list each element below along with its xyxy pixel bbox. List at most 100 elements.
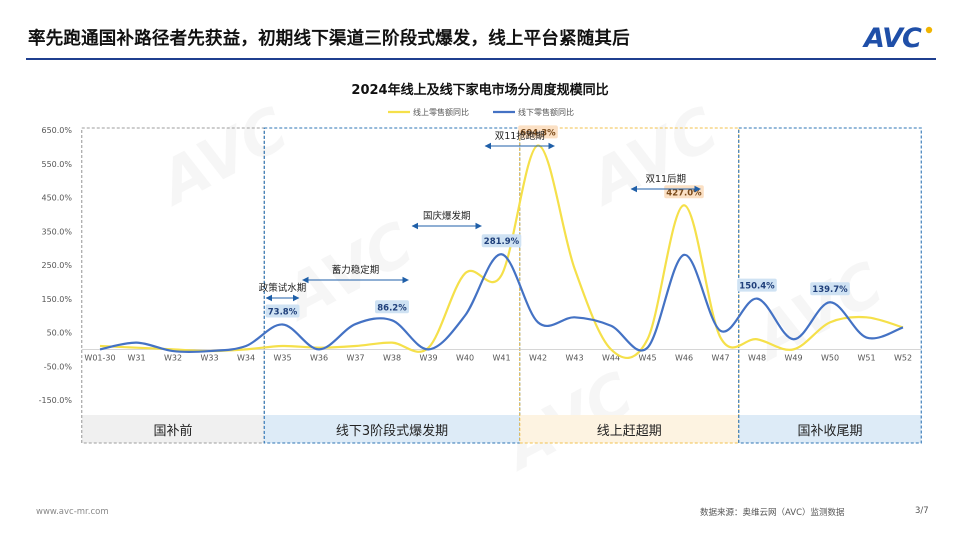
watermark-2: AVC: [576, 94, 730, 220]
period-band-1: [264, 415, 520, 443]
x-tick-label-16: W46: [675, 353, 693, 362]
series-0-point-4: [245, 348, 247, 350]
x-tick-label-5: W35: [273, 353, 291, 362]
series-0-point-10: [464, 272, 466, 274]
data-label-5: 150.4%: [739, 282, 775, 292]
x-tick-label-13: W43: [565, 353, 583, 362]
y-tick-label-1: 550.0%: [41, 160, 72, 169]
series-1-point-16: [683, 254, 685, 256]
x-tick-label-21: W51: [857, 353, 875, 362]
avc-logo: AVC: [862, 23, 933, 54]
x-tick-label-11: W41: [492, 353, 510, 362]
y-tick-label-0: 650.0%: [41, 126, 72, 135]
series-1-point-18: [756, 298, 758, 300]
y-tick-label-7: -50.0%: [44, 362, 73, 371]
series-1-point-17: [720, 330, 722, 332]
series-0-point-14: [610, 348, 612, 350]
x-tick-label-22: W52: [894, 353, 912, 362]
footer-url: www.avc-mr.com: [36, 507, 109, 517]
x-tick-label-15: W45: [638, 353, 656, 362]
watermark-0: AVC: [146, 94, 300, 220]
series-1-point-20: [829, 301, 831, 303]
series-1-point-15: [647, 347, 649, 349]
y-tick-label-2: 450.0%: [41, 194, 72, 203]
legend-label-1: 线下零售额同比: [518, 107, 574, 117]
series-1-point-0: [99, 348, 101, 350]
series-0-point-5: [282, 345, 284, 347]
series-0-point-20: [829, 321, 831, 323]
y-tick-label-5: 150.0%: [41, 295, 72, 304]
x-tick-label-7: W37: [346, 353, 364, 362]
period-box-0: [81, 127, 265, 444]
series-0-point-16: [683, 204, 685, 206]
footer-page-number: 3/7: [915, 506, 929, 516]
period-label-1: 线下3阶段式爆发期: [336, 423, 448, 439]
series-line-1: [99, 253, 904, 354]
series-1-point-2: [172, 350, 174, 352]
series-1-point-9: [428, 348, 430, 350]
x-tick-label-2: W32: [164, 353, 182, 362]
series-0-point-15: [647, 338, 649, 340]
x-tick-label-4: W34: [237, 353, 255, 362]
footer-source: 数据来源：奥维云网（AVC）监测数据: [700, 508, 845, 518]
series-0-point-21: [866, 316, 868, 318]
x-tick-label-8: W38: [383, 353, 401, 362]
y-tick-label-6: 50.0%: [47, 329, 73, 338]
avc-logo-text: AVC: [862, 23, 922, 54]
period-band-2: [519, 415, 739, 443]
x-tick-label-18: W48: [748, 353, 766, 362]
series-0-point-8: [391, 342, 393, 344]
period-label-3: 国补收尾期: [797, 424, 862, 439]
annotation-label-3: 双11抢跑期: [495, 130, 545, 142]
series-0-point-7: [355, 345, 357, 347]
page-headline: 率先跑通国补路径者先获益，初期线下渠道三阶段式爆发，线上平台紧随其后: [28, 29, 630, 49]
y-tick-label-4: 250.0%: [41, 261, 72, 270]
data-label-bg-2: [481, 234, 522, 248]
line-chart: AVCAVCAVCAVCAVC国补前线下3阶段式爆发期线上赶超期国补收尾期202…: [39, 82, 922, 444]
data-label-4: 427.0%: [666, 188, 702, 198]
x-tick-label-9: W39: [419, 353, 437, 362]
chart-title: 2024年线上及线下家电市场分周度规模同比: [351, 82, 608, 98]
data-label-bg-0: [265, 304, 300, 318]
x-tick-label-12: W42: [529, 353, 547, 362]
series-1-point-11: [501, 253, 503, 255]
annotation-label-4: 双11后期: [645, 174, 686, 185]
data-label-bg-1: [375, 300, 409, 314]
series-1-point-19: [793, 338, 795, 340]
series-0-point-0: [99, 345, 101, 347]
series-1-point-4: [245, 345, 247, 347]
data-label-0: 73.8%: [268, 307, 298, 317]
period-band-0: [81, 415, 265, 443]
data-label-bg-5: [737, 278, 777, 292]
period-band-3: [738, 415, 922, 443]
data-label-bg-3: [518, 125, 558, 139]
series-1-point-10: [464, 315, 466, 317]
series-0-point-19: [793, 348, 795, 350]
series-0-point-17: [720, 337, 722, 339]
x-tick-label-6: W36: [310, 353, 328, 362]
data-label-1: 86.2%: [377, 303, 407, 313]
series-1-point-21: [866, 337, 868, 339]
series-0-point-11: [501, 274, 503, 276]
series-1-point-8: [391, 319, 393, 321]
data-label-bg-6: [810, 282, 850, 296]
x-tick-label-10: W40: [456, 353, 474, 362]
x-tick-label-17: W47: [711, 353, 729, 362]
y-tick-label-8: -150.0%: [39, 396, 73, 405]
data-label-2: 281.9%: [484, 237, 520, 247]
x-tick-label-0: W01-30: [84, 353, 115, 362]
data-label-6: 139.7%: [812, 285, 848, 295]
data-label-3: 604.3%: [520, 128, 556, 138]
series-1-point-5: [282, 323, 284, 325]
series-1-point-1: [136, 342, 138, 344]
x-tick-label-3: W33: [200, 353, 218, 362]
x-tick-label-19: W49: [784, 353, 802, 362]
series-line-0: [99, 144, 904, 359]
series-1-point-13: [574, 316, 576, 318]
series-1-point-14: [610, 325, 612, 327]
period-label-2: 线上赶超期: [597, 424, 662, 439]
legend-label-0: 线上零售额同比: [413, 107, 469, 117]
x-tick-label-1: W31: [127, 353, 145, 362]
y-tick-label-3: 350.0%: [41, 227, 72, 236]
annotation-label-1: 蓄力稳定期: [332, 264, 380, 276]
